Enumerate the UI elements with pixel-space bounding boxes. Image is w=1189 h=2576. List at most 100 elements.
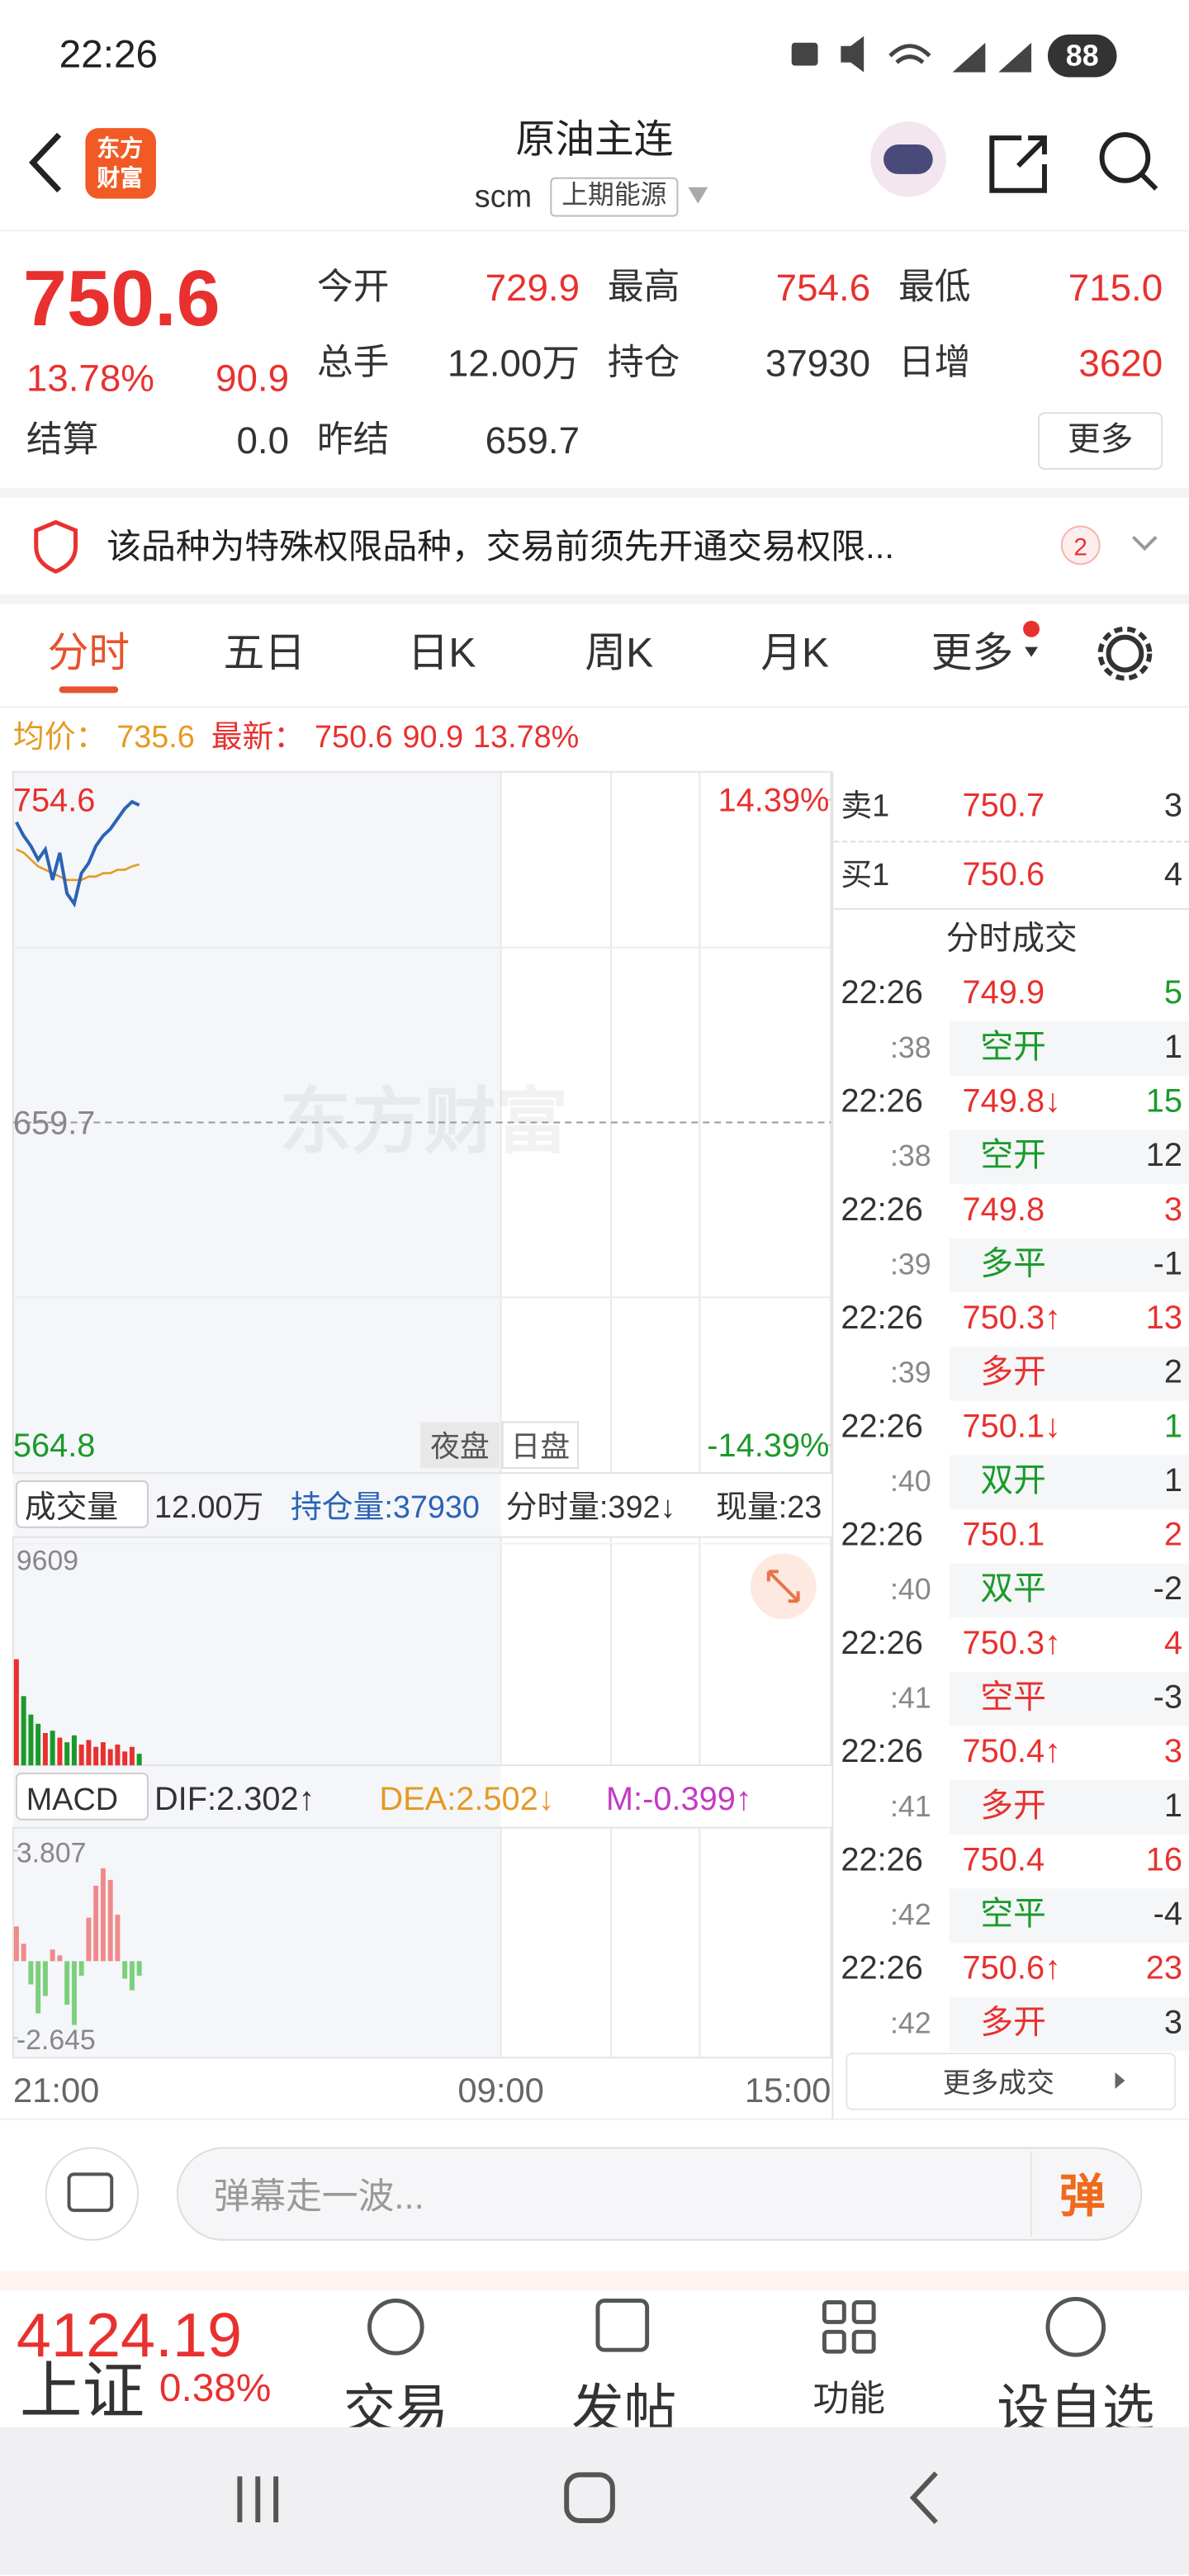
volume-annotation: 现量:23 bbox=[716, 1490, 822, 1525]
panel-frame bbox=[12, 1826, 832, 2059]
chevron-icon[interactable] bbox=[1131, 535, 1158, 552]
field-label: 结算 bbox=[26, 419, 99, 460]
tab[interactable]: 周K bbox=[585, 629, 654, 676]
volume-annotation: 12.00万 bbox=[154, 1490, 263, 1525]
tab[interactable]: 更多 bbox=[931, 629, 1014, 676]
macd-bar bbox=[42, 1961, 48, 1996]
macd-bar bbox=[129, 1961, 135, 1991]
trade-kind-bg bbox=[949, 1563, 1189, 1618]
trade-price: 750.3↑ bbox=[962, 1626, 1061, 1662]
nav-item[interactable]: 交易 bbox=[343, 2379, 448, 2427]
status-icon bbox=[791, 42, 818, 66]
nav-icon bbox=[595, 2299, 650, 2352]
tab[interactable]: 五日 bbox=[223, 629, 306, 676]
trade-delta: 2 bbox=[1163, 1354, 1183, 1391]
comment-input[interactable] bbox=[176, 2147, 1143, 2241]
system-nav bbox=[0, 2427, 1189, 2575]
field-label: 昨结 bbox=[316, 419, 390, 460]
trade-time: 22:26 bbox=[841, 1191, 923, 1229]
book-volume: 4 bbox=[1163, 857, 1183, 893]
status-icon bbox=[888, 44, 931, 64]
exchange-tag bbox=[550, 177, 679, 217]
macd-bar bbox=[28, 1961, 34, 1985]
trade-second: :41 bbox=[889, 1681, 931, 1715]
indicator-select bbox=[15, 1480, 149, 1528]
assistant-face bbox=[883, 144, 933, 174]
info-last: 750.6 bbox=[315, 721, 393, 755]
x-tick-label: 15:00 bbox=[745, 2071, 831, 2110]
more-trades-label[interactable]: 更多成交 bbox=[942, 2067, 1054, 2098]
nav-item[interactable]: 发帖 bbox=[571, 2379, 677, 2427]
status-icon bbox=[952, 42, 1032, 73]
trade-kind-bg bbox=[949, 1346, 1189, 1401]
share-icon[interactable] bbox=[989, 135, 1047, 193]
volume-bar bbox=[100, 1742, 106, 1766]
indicator-title: MACD bbox=[26, 1783, 118, 1817]
session-label: 日盘 bbox=[511, 1430, 571, 1463]
trade-volume: 23 bbox=[1145, 1950, 1183, 1987]
trade-volume: 1 bbox=[1163, 1409, 1183, 1446]
red-dot bbox=[1023, 620, 1040, 637]
volume-bar bbox=[107, 1749, 113, 1766]
field-value: 0.0 bbox=[236, 418, 290, 461]
tab[interactable]: 月K bbox=[760, 629, 830, 676]
trade-time: 22:26 bbox=[841, 1626, 923, 1662]
trade-kind-bg bbox=[949, 1455, 1189, 1509]
nav-icon bbox=[1045, 2297, 1106, 2357]
trade-kind: 多开 bbox=[980, 2005, 1046, 2042]
macd-bar bbox=[13, 1926, 19, 1962]
comment-placeholder[interactable]: 弹幕走一波... bbox=[213, 2176, 424, 2218]
y-tick-label: 3.807 bbox=[17, 1837, 87, 1868]
search-icon[interactable] bbox=[1099, 132, 1151, 183]
comment-icon[interactable] bbox=[45, 2147, 140, 2241]
trade-price: 750.1 bbox=[962, 1517, 1045, 1554]
tab[interactable]: 日K bbox=[407, 629, 476, 676]
trade-time: 22:26 bbox=[841, 1517, 923, 1554]
divider bbox=[0, 706, 1189, 708]
field-value: 3620 bbox=[1078, 340, 1163, 384]
logo-text: 财富 bbox=[97, 163, 144, 191]
nav-item[interactable]: 功能 bbox=[812, 2377, 886, 2419]
trade-time: 22:26 bbox=[841, 1300, 923, 1338]
trade-kind: 多平 bbox=[980, 1246, 1046, 1283]
more-button[interactable] bbox=[1038, 412, 1163, 470]
back-icon[interactable] bbox=[28, 132, 62, 193]
book-price: 750.7 bbox=[962, 788, 1045, 825]
avg-line bbox=[16, 848, 140, 882]
settings-icon[interactable] bbox=[1106, 634, 1144, 673]
index-pct[interactable]: 0.38% bbox=[159, 2366, 272, 2411]
macd-bar bbox=[100, 1868, 106, 1962]
watermark: 东方财富 bbox=[279, 1081, 568, 1162]
trade-price: 749.8↓ bbox=[962, 1083, 1061, 1120]
more-button-label[interactable]: 更多 bbox=[1067, 422, 1134, 458]
y-tick-label: -2.645 bbox=[17, 2024, 96, 2056]
danmaku-button[interactable]: 弹 bbox=[1059, 2171, 1106, 2223]
trade-time: 22:26 bbox=[841, 1409, 923, 1446]
dropdown-icon bbox=[688, 187, 708, 204]
info-change: 90.9 bbox=[402, 721, 464, 755]
tab[interactable]: 分时 bbox=[47, 629, 130, 676]
status-icon bbox=[841, 36, 865, 73]
battery bbox=[1047, 34, 1117, 78]
volume-bar bbox=[93, 1746, 99, 1766]
trade-volume: 15 bbox=[1145, 1083, 1183, 1120]
macd-bar bbox=[50, 1949, 55, 1962]
trade-time: 22:26 bbox=[841, 1734, 923, 1771]
gap bbox=[0, 594, 1189, 604]
volume-annotation: 分时量:392↓ bbox=[506, 1490, 676, 1525]
volume-bar bbox=[64, 1742, 70, 1766]
volume-annotation: 持仓量:37930 bbox=[291, 1490, 480, 1525]
field-value: 37930 bbox=[765, 340, 871, 384]
divider bbox=[0, 230, 1189, 232]
index-value[interactable]: 4124.19 bbox=[16, 2302, 243, 2372]
volume-bar bbox=[13, 1659, 19, 1766]
nav-item[interactable]: 设自选 bbox=[997, 2379, 1155, 2427]
trade-kind-bg bbox=[949, 1888, 1189, 1943]
macd-annotation: DEA:2.502↓ bbox=[379, 1781, 554, 1817]
index-name[interactable]: 上证 bbox=[19, 2358, 145, 2427]
macd-bar bbox=[21, 1944, 26, 1962]
trade-kind: 空开 bbox=[980, 1030, 1046, 1066]
more-trades-button[interactable] bbox=[846, 2053, 1177, 2110]
